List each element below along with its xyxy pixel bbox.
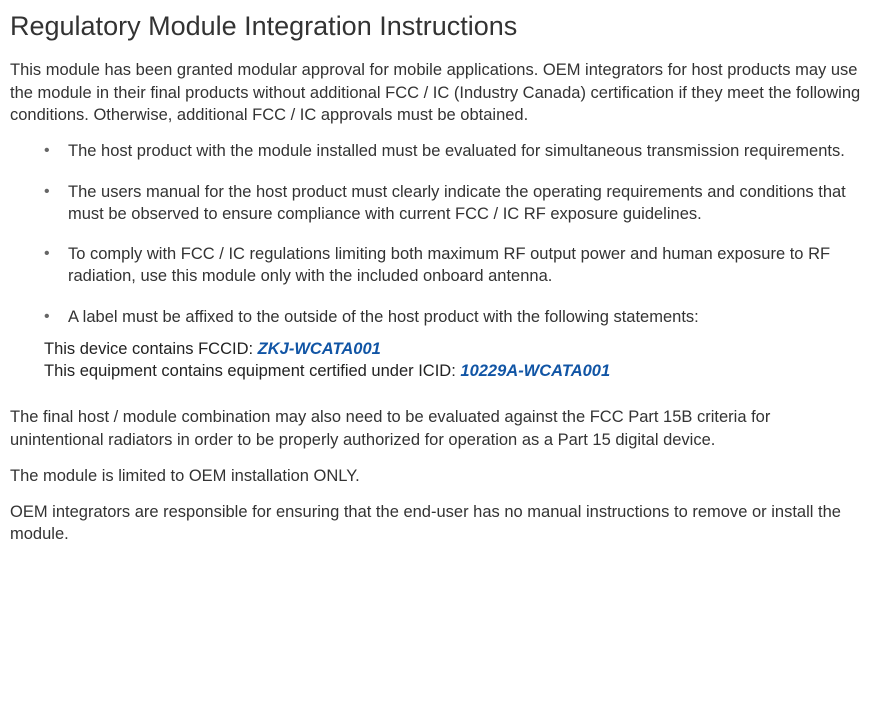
intro-paragraph: This module has been granted modular app…	[10, 59, 865, 126]
conditions-list: The host product with the module install…	[10, 140, 865, 328]
paragraph-part15b: The final host / module combination may …	[10, 406, 865, 451]
icid-value: 10229A-WCATA001	[460, 362, 610, 380]
icid-line: This equipment contains equipment certif…	[10, 360, 865, 382]
paragraph-oem-responsibility: OEM integrators are responsible for ensu…	[10, 501, 865, 546]
fccid-line: This device contains FCCID: ZKJ-WCATA001	[10, 338, 865, 360]
fccid-prefix: This device contains FCCID:	[44, 340, 258, 358]
icid-prefix: This equipment contains equipment certif…	[44, 362, 460, 380]
list-item: The host product with the module install…	[44, 140, 865, 162]
list-item: To comply with FCC / IC regulations limi…	[44, 243, 865, 288]
list-item: The users manual for the host product mu…	[44, 181, 865, 226]
fccid-value: ZKJ-WCATA001	[258, 340, 381, 358]
list-item: A label must be affixed to the outside o…	[44, 306, 865, 328]
paragraph-oem-only: The module is limited to OEM installatio…	[10, 465, 865, 487]
page-title: Regulatory Module Integration Instructio…	[10, 8, 865, 44]
